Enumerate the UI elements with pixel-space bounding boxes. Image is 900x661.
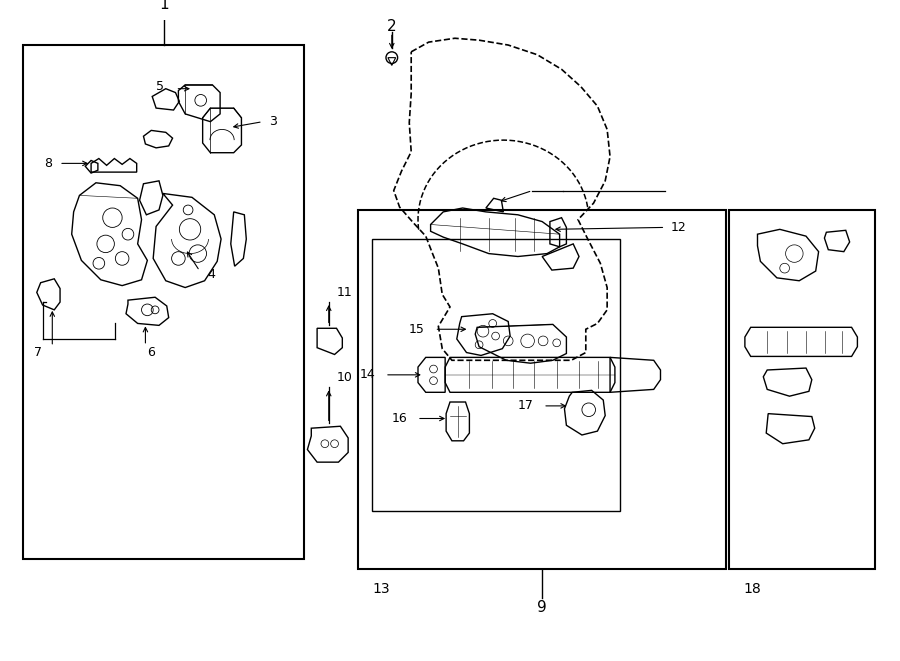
Text: 9: 9 [537,600,547,615]
Bar [23,45,304,559]
Text: 10: 10 [337,371,353,384]
Text: 5: 5 [156,80,164,93]
Text: 4: 4 [208,268,215,282]
Text: 1: 1 [159,0,168,12]
Text: 16: 16 [392,412,408,425]
Text: 7: 7 [33,346,41,359]
Bar [729,210,875,569]
Text: 6: 6 [148,346,155,359]
Text: 11: 11 [337,286,352,299]
Text: 18: 18 [744,582,761,596]
Text: 12: 12 [671,221,687,234]
Text: 8: 8 [44,157,52,170]
Text: 3: 3 [268,115,276,128]
Bar [373,239,620,511]
Text: 14: 14 [360,368,375,381]
Text: 15: 15 [409,323,425,336]
Bar [358,210,726,569]
Text: 17: 17 [518,399,534,412]
Text: 13: 13 [373,582,390,596]
Text: 2: 2 [387,19,397,34]
